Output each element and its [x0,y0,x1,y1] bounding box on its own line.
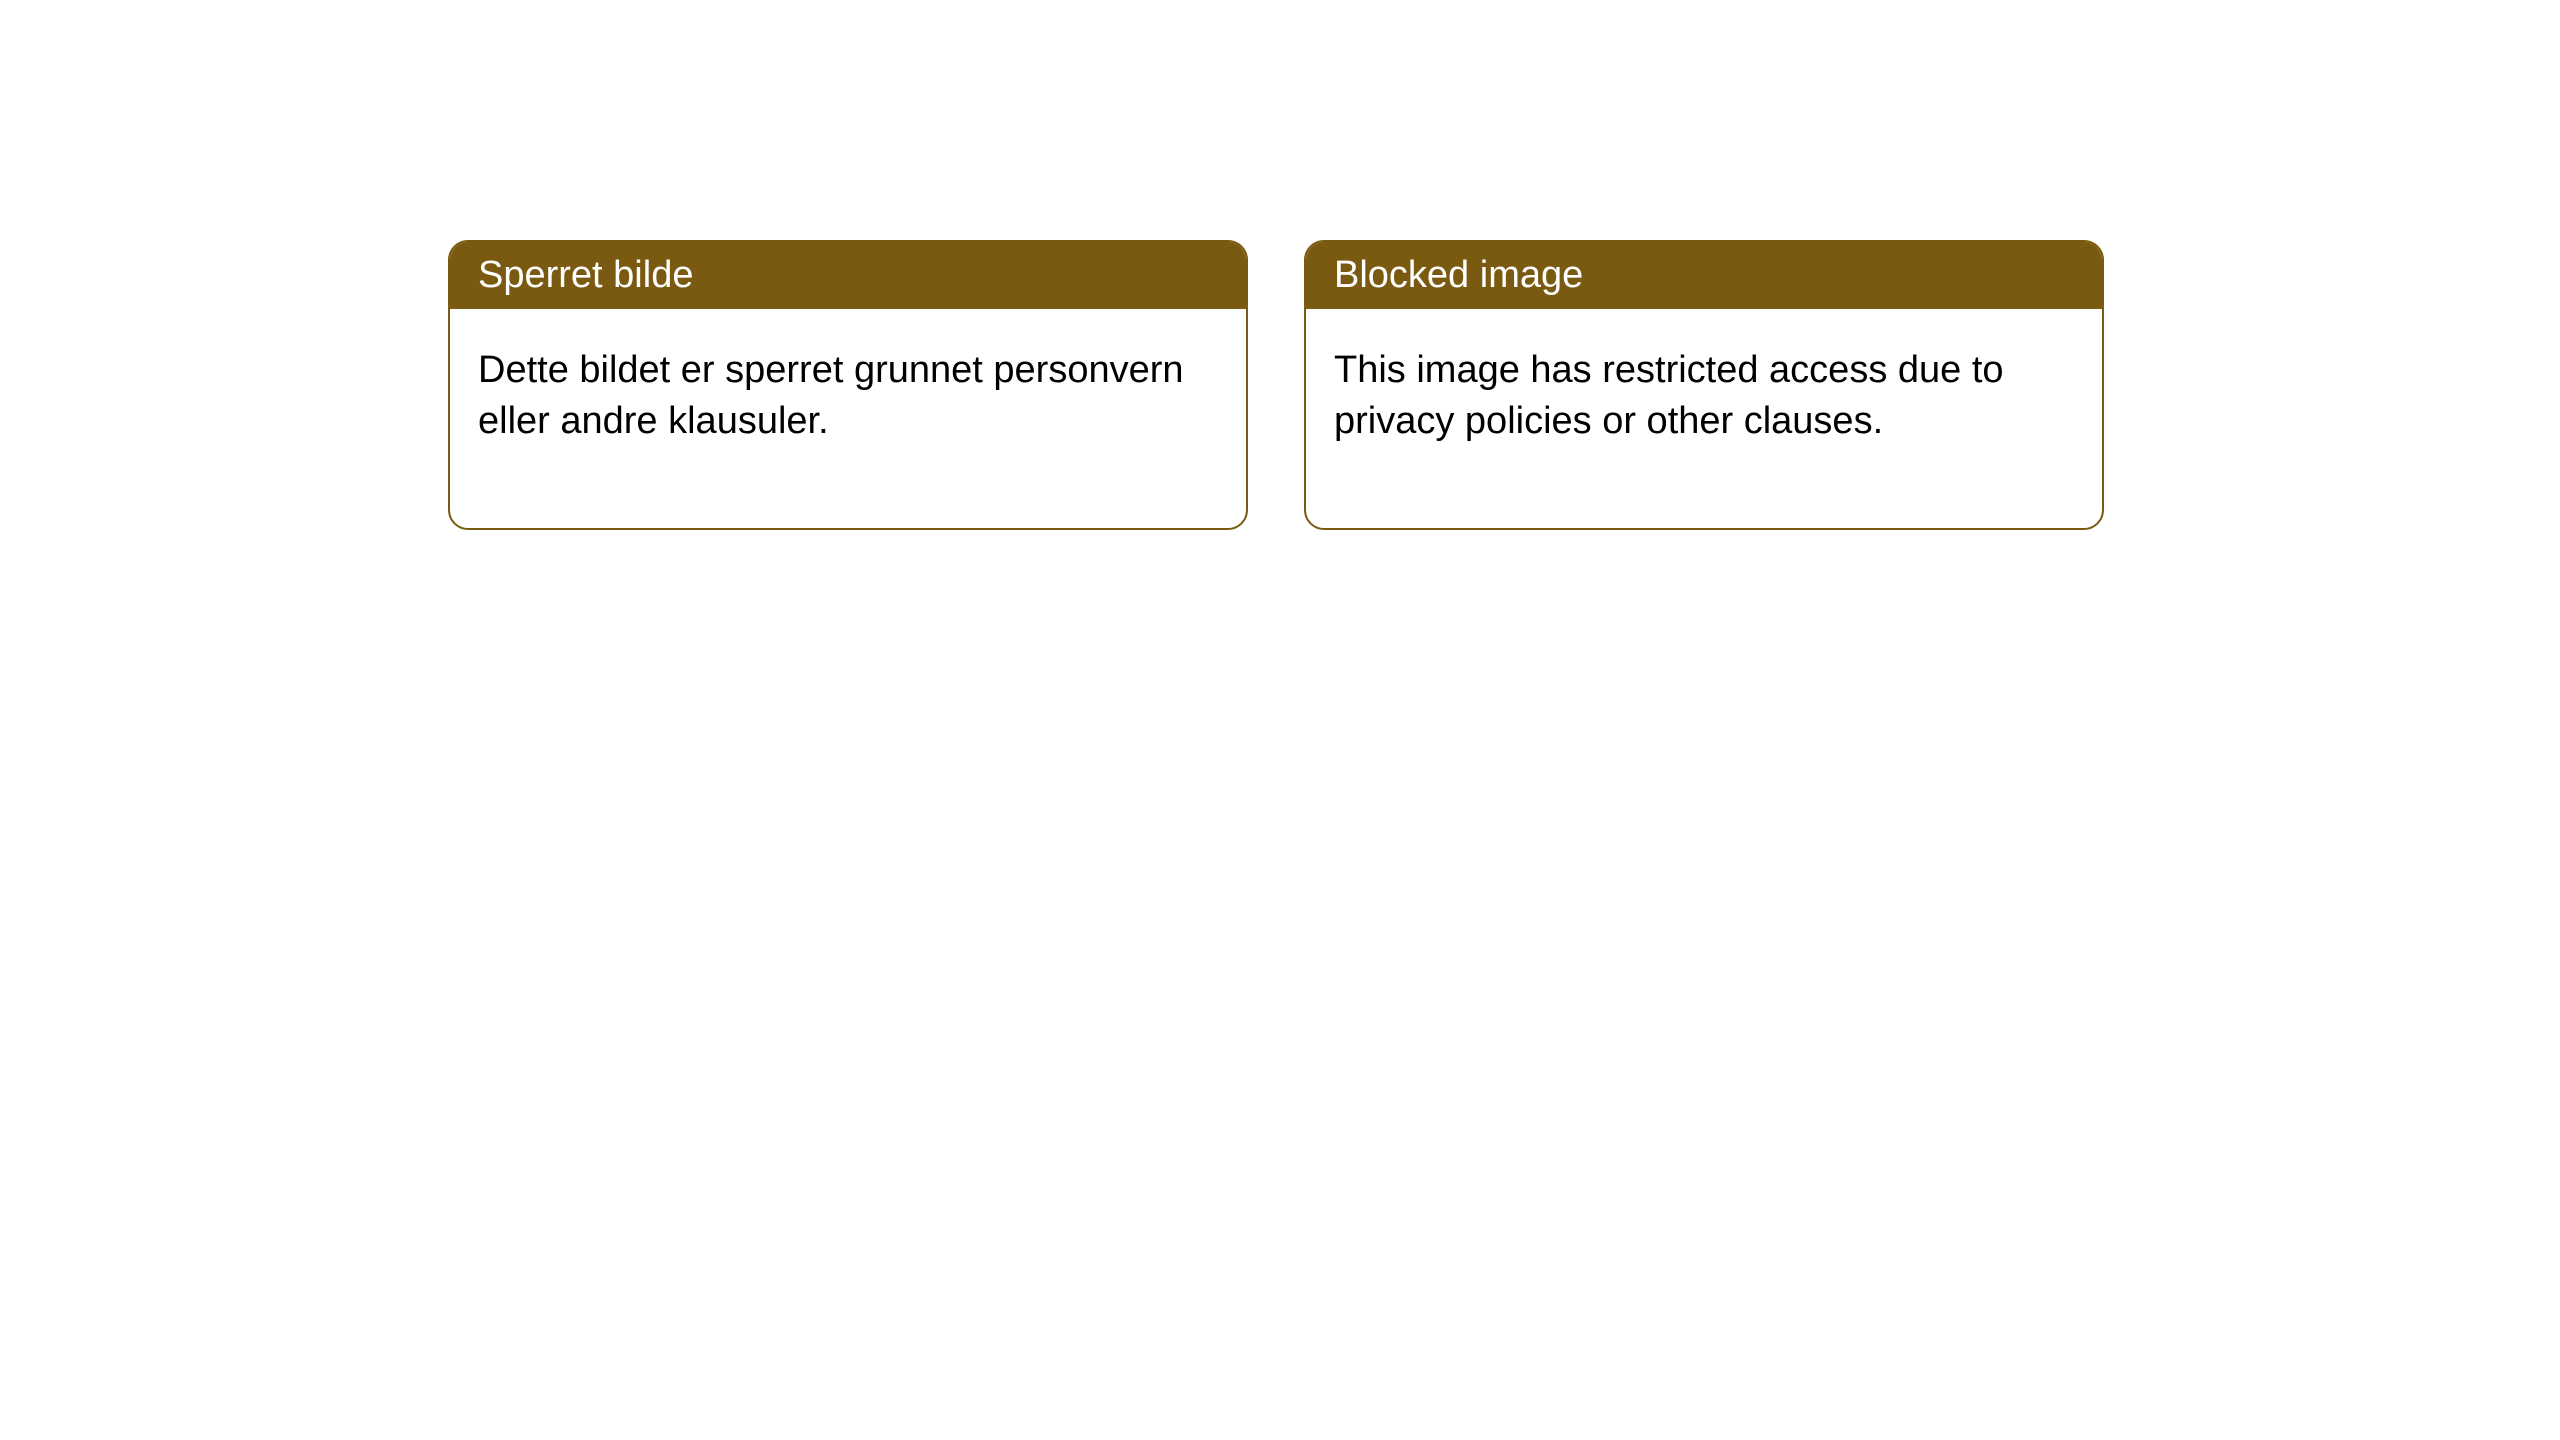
notice-body-norwegian: Dette bildet er sperret grunnet personve… [450,309,1246,528]
blocked-image-notice-english: Blocked image This image has restricted … [1304,240,2104,530]
blocked-image-notice-norwegian: Sperret bilde Dette bildet er sperret gr… [448,240,1248,530]
notice-container: Sperret bilde Dette bildet er sperret gr… [0,0,2560,530]
notice-body-english: This image has restricted access due to … [1306,309,2102,528]
notice-title-english: Blocked image [1306,242,2102,309]
notice-title-norwegian: Sperret bilde [450,242,1246,309]
